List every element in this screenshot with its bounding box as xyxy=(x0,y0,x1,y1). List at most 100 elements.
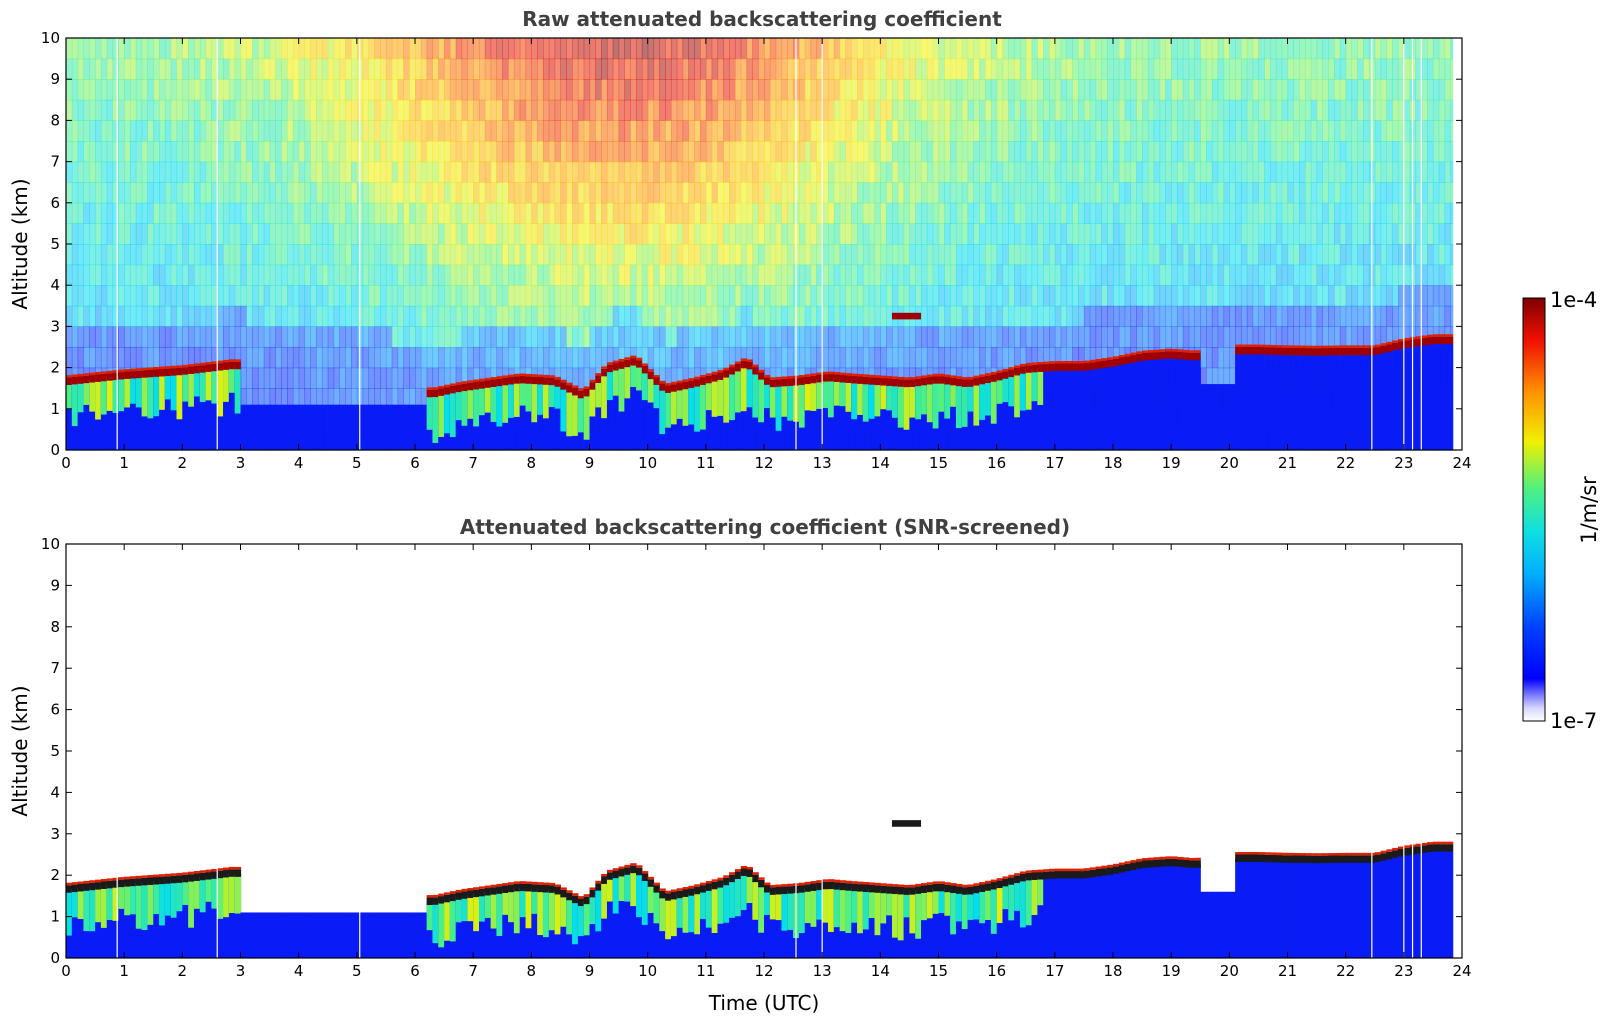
raw-noise-cell xyxy=(1287,305,1294,327)
raw-virga-cell xyxy=(729,371,736,421)
raw-noise-cell xyxy=(1252,58,1260,80)
raw-noise-cell xyxy=(164,305,172,327)
raw-noise-cell xyxy=(1223,347,1230,369)
raw-cloud-top-cell xyxy=(554,376,562,380)
raw-noise-cell xyxy=(164,285,172,307)
raw-noise-cell xyxy=(717,141,724,163)
raw-noise-cell xyxy=(583,202,591,224)
raw-cloud-top-cell xyxy=(1304,345,1312,349)
raw-noise-cell xyxy=(827,326,835,348)
raw-cloud-top-cell xyxy=(1072,361,1079,364)
raw-noise-cell xyxy=(368,285,375,307)
raw-noise-cell xyxy=(508,326,515,348)
raw-noise-cell xyxy=(502,202,509,224)
raw-noise-cell xyxy=(822,244,829,266)
raw-noise-cell xyxy=(1171,202,1178,224)
raw-noise-cell xyxy=(426,120,434,142)
raw-cloud-base-cell xyxy=(1246,347,1254,355)
raw-cloud-base-cell xyxy=(106,373,114,381)
raw-noise-cell xyxy=(909,99,916,121)
raw-noise-cell xyxy=(438,120,445,142)
raw-noise-cell xyxy=(618,326,625,348)
raw-cloud-base-cell xyxy=(1130,355,1137,363)
raw-noise-cell xyxy=(711,305,719,327)
raw-boundary-layer-cell xyxy=(1008,373,1015,450)
raw-noise-cell xyxy=(502,38,509,60)
raw-noise-cell xyxy=(1130,202,1137,224)
raw-noise-cell xyxy=(205,58,213,80)
raw-noise-cell xyxy=(1182,202,1190,224)
raw-noise-cell xyxy=(670,202,678,224)
raw-noise-cell xyxy=(1200,79,1207,101)
raw-noise-cell xyxy=(996,38,1004,60)
raw-noise-cell xyxy=(118,141,125,163)
raw-cloud-top-cell xyxy=(769,377,777,380)
raw-noise-cell xyxy=(990,182,998,204)
raw-noise-cell xyxy=(327,202,335,224)
raw-noise-cell xyxy=(188,161,195,183)
raw-noise-cell xyxy=(1176,285,1184,307)
raw-noise-cell xyxy=(1188,326,1196,348)
raw-noise-cell xyxy=(1124,79,1132,101)
raw-noise-cell xyxy=(746,58,753,80)
raw-noise-cell xyxy=(1223,58,1230,80)
raw-cloud-base-cell xyxy=(897,379,905,387)
raw-cloud-top-cell xyxy=(653,375,660,378)
raw-noise-cell xyxy=(1060,264,1068,286)
raw-cloud-top-cell xyxy=(461,381,468,384)
raw-noise-cell xyxy=(606,79,614,101)
raw-noise-cell xyxy=(758,264,765,286)
raw-noise-cell xyxy=(380,388,387,410)
raw-noise-cell xyxy=(95,347,102,369)
raw-noise-cell xyxy=(129,99,137,121)
raw-noise-cell xyxy=(851,79,858,101)
raw-noise-cell xyxy=(66,223,73,245)
raw-boundary-layer-cell xyxy=(967,383,974,450)
raw-noise-cell xyxy=(1252,202,1260,224)
raw-noise-cell xyxy=(1043,223,1050,245)
raw-noise-cell xyxy=(676,79,684,101)
raw-noise-cell xyxy=(554,141,562,163)
raw-noise-cell xyxy=(281,367,288,389)
raw-cloud-top-cell xyxy=(129,368,137,372)
raw-noise-cell xyxy=(641,285,649,307)
raw-noise-cell xyxy=(1002,141,1009,163)
raw-noise-cell xyxy=(275,264,282,286)
raw-cloud-base-cell xyxy=(1043,364,1050,372)
raw-noise-cell xyxy=(1066,326,1073,348)
raw-noise-cell xyxy=(484,79,492,101)
raw-noise-cell xyxy=(525,182,532,204)
raw-noise-cell xyxy=(77,264,85,286)
raw-noise-cell xyxy=(287,388,294,410)
raw-noise-cell xyxy=(1066,120,1073,142)
raw-noise-cell xyxy=(548,305,556,327)
raw-boundary-layer-cell xyxy=(1229,384,1236,450)
raw-cloud-base-cell xyxy=(1176,351,1184,360)
raw-noise-cell xyxy=(490,182,498,204)
raw-noise-cell xyxy=(1118,285,1126,307)
raw-noise-cell xyxy=(711,326,719,348)
raw-noise-cell xyxy=(71,120,79,142)
raw-boundary-layer-cell xyxy=(193,370,201,450)
raw-virga-cell xyxy=(891,383,899,418)
raw-noise-cell xyxy=(973,326,980,348)
raw-noise-cell xyxy=(461,285,468,307)
raw-noise-cell xyxy=(426,285,434,307)
raw-noise-cell xyxy=(659,182,666,204)
raw-noise-cell xyxy=(1206,223,1213,245)
raw-noise-cell xyxy=(915,244,922,266)
raw-boundary-layer-cell xyxy=(246,404,253,450)
raw-noise-cell xyxy=(170,58,178,80)
raw-noise-cell xyxy=(164,58,172,80)
raw-noise-cell xyxy=(438,347,445,369)
raw-noise-cell xyxy=(682,182,689,204)
raw-noise-cell xyxy=(182,202,189,224)
raw-noise-cell xyxy=(519,285,527,307)
raw-noise-cell xyxy=(1014,264,1021,286)
raw-virga-cell xyxy=(513,380,521,417)
raw-noise-cell xyxy=(572,182,579,204)
raw-noise-cell xyxy=(1142,141,1149,163)
raw-noise-cell xyxy=(1304,285,1312,307)
raw-noise-cell xyxy=(1083,244,1091,266)
raw-noise-cell xyxy=(886,326,893,348)
